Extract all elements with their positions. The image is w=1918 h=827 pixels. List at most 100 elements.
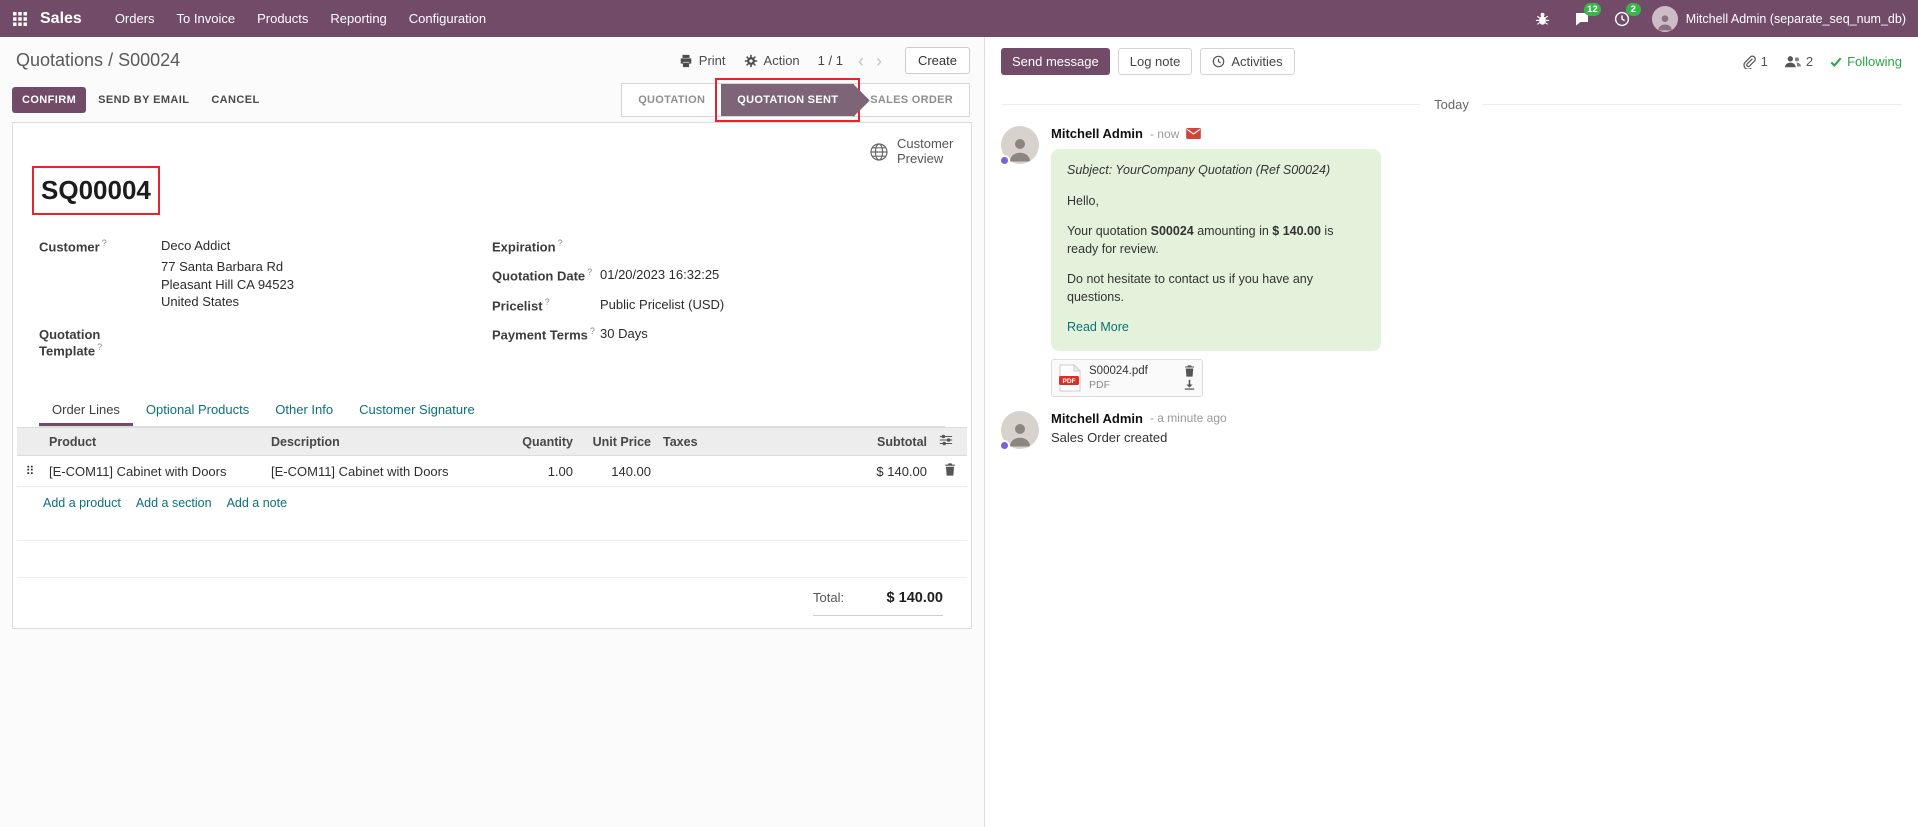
systray: 12 2 Mitchell Admin (separate_seq_num_db…	[1523, 0, 1918, 37]
message-avatar[interactable]	[999, 410, 1039, 451]
tab-order-lines[interactable]: Order Lines	[39, 393, 133, 427]
customer-field[interactable]: Deco Addict	[161, 238, 231, 253]
send-by-email-button[interactable]: SEND BY EMAIL	[88, 87, 199, 113]
order-line-row[interactable]: ⠿ [E-COM11] Cabinet with Doors [E-COM11]…	[17, 455, 967, 488]
chatter-message-log: Mitchell Admin - a minute ago Sales Orde…	[985, 399, 1918, 451]
user-name: Mitchell Admin (separate_seq_num_db)	[1685, 11, 1906, 26]
status-sales-order[interactable]: SALES ORDER	[854, 84, 969, 116]
action-button[interactable]: Action	[744, 53, 800, 68]
total-label: Total:	[813, 590, 845, 606]
attachment-card[interactable]: PDF S00024.pdf PDF	[1051, 358, 1203, 397]
trash-icon	[945, 463, 955, 476]
row-product[interactable]: [E-COM11] Cabinet with Doors	[43, 455, 265, 488]
total-value: $ 140.00	[886, 590, 943, 607]
print-button[interactable]: Print	[679, 53, 726, 68]
send-message-button[interactable]: Send message	[1001, 48, 1110, 75]
tab-optional-products[interactable]: Optional Products	[145, 402, 250, 418]
customer-preview-button[interactable]: Customer Preview	[869, 136, 955, 167]
optional-columns-button[interactable]	[939, 433, 953, 447]
online-status-dot	[999, 439, 1010, 451]
message-author[interactable]: Mitchell Admin	[1051, 126, 1143, 141]
message-author[interactable]: Mitchell Admin	[1051, 410, 1143, 426]
confirm-button[interactable]: CONFIRM	[12, 87, 87, 113]
add-a-note-link[interactable]: Add a note	[226, 496, 288, 511]
following-label: Following	[1847, 54, 1902, 69]
create-button[interactable]: Create	[904, 47, 970, 74]
payment-terms-field[interactable]: 30 Days	[600, 325, 648, 341]
customer-address: 77 Santa Barbara Rd Pleasant Hill CA 945…	[161, 258, 492, 311]
following-button[interactable]: Following	[1830, 54, 1902, 69]
tab-customer-signature[interactable]: Customer Signature	[359, 402, 475, 418]
chat-bubble-icon	[1575, 12, 1588, 25]
breadcrumb-current: S00024	[118, 50, 181, 70]
read-more-link[interactable]: Read More	[1067, 320, 1129, 334]
email-envelope-icon	[1186, 128, 1202, 139]
form-sheet: Customer Preview SQ00004 Customer? Deco …	[12, 122, 972, 629]
row-drag-handle[interactable]: ⠿	[17, 455, 43, 488]
messages-systray-button[interactable]: 12	[1562, 0, 1602, 37]
message-content: Mitchell Admin - now Subject: YourCompan…	[1051, 126, 1902, 397]
breadcrumb-quotations[interactable]: Quotations	[16, 50, 104, 70]
totals-block: Total: $ 140.00	[813, 590, 943, 617]
row-taxes[interactable]	[657, 455, 862, 488]
activities-systray-button[interactable]: 2	[1602, 0, 1642, 37]
apps-menu-button[interactable]	[0, 0, 40, 37]
quotation-date-label: Quotation Date?	[492, 267, 593, 284]
chatter-toolbar: Send message Log note Activities 1 2	[985, 37, 1918, 85]
expiration-label: Expiration?	[492, 238, 563, 255]
log-note-button[interactable]: Log note	[1117, 48, 1193, 75]
row-description[interactable]: [E-COM11] Cabinet with Doors	[265, 455, 511, 488]
cancel-button[interactable]: CANCEL	[201, 87, 269, 113]
product-column-header[interactable]: Product	[43, 427, 265, 457]
pdf-file-icon: PDF	[1059, 363, 1081, 391]
help-marker: ?	[544, 296, 550, 307]
quantity-column-header[interactable]: Quantity	[511, 427, 579, 457]
debug-menu-button[interactable]	[1523, 0, 1562, 37]
add-a-product-link[interactable]: Add a product	[43, 496, 121, 511]
message-avatar[interactable]	[999, 126, 1039, 166]
row-quantity[interactable]: 1.00	[511, 455, 579, 488]
pager-previous-button[interactable]: ‹	[857, 50, 864, 71]
message-content: Mitchell Admin - a minute ago Sales Orde…	[1051, 411, 1902, 449]
quotation-template-label: Quotation Template?	[39, 326, 103, 359]
paperclip-icon	[1743, 55, 1756, 69]
activities-button[interactable]: Activities	[1200, 48, 1295, 75]
quotation-date-field[interactable]: 01/20/2023 16:32:25	[600, 267, 720, 283]
taxes-column-header[interactable]: Taxes	[657, 427, 862, 457]
chatter-panel: Send message Log note Activities 1 2	[985, 37, 1918, 827]
tab-other-info[interactable]: Other Info	[275, 402, 334, 418]
pricelist-field[interactable]: Public Pricelist (USD)	[600, 296, 725, 312]
menu-orders[interactable]: Orders	[114, 11, 155, 26]
order-line-add-links: Add a product Add a section Add a note	[39, 487, 945, 520]
description-column-header[interactable]: Description	[265, 427, 511, 457]
delete-attachment-button[interactable]	[1184, 364, 1195, 377]
attachments-button[interactable]: 1	[1742, 54, 1768, 69]
message-header: Mitchell Admin - a minute ago	[1051, 411, 1902, 426]
status-quotation-sent[interactable]: QUOTATION SENT	[715, 78, 861, 122]
menu-reporting[interactable]: Reporting	[330, 11, 387, 26]
breadcrumb: Quotations / S00024	[16, 50, 180, 71]
unit-price-column-header[interactable]: Unit Price	[579, 427, 657, 457]
pager-next-button[interactable]: ›	[875, 50, 882, 71]
status-quotation[interactable]: QUOTATION	[638, 94, 706, 106]
form-fields: Customer? Deco Addict 77 Santa Barbara R…	[39, 238, 945, 371]
menu-products[interactable]: Products	[257, 11, 309, 26]
add-a-section-link[interactable]: Add a section	[135, 496, 212, 511]
followers-button[interactable]: 2	[1784, 54, 1813, 69]
attachment-name[interactable]: S00024.pdf	[1089, 364, 1148, 377]
user-menu[interactable]: Mitchell Admin (separate_seq_num_db)	[1642, 5, 1906, 32]
email-body-line1: Your quotation S00024 amounting in $ 140…	[1067, 224, 1334, 256]
app-name[interactable]: Sales	[40, 9, 82, 27]
row-unit-price[interactable]: 140.00	[579, 455, 657, 488]
status-widget: QUOTATION QUOTATION SENT SALES ORDER	[621, 78, 970, 122]
download-attachment-button[interactable]	[1184, 379, 1195, 390]
download-icon	[1184, 379, 1195, 390]
quotation-number[interactable]: SQ00004	[32, 166, 160, 215]
menu-to-invoice[interactable]: To Invoice	[176, 11, 236, 26]
menu-configuration[interactable]: Configuration	[408, 11, 487, 26]
document-title-wrap: SQ00004	[32, 123, 945, 215]
delete-row-button[interactable]	[944, 463, 956, 476]
address-line-1: 77 Santa Barbara Rd	[161, 259, 284, 275]
subtotal-column-header[interactable]: Subtotal	[862, 427, 933, 457]
